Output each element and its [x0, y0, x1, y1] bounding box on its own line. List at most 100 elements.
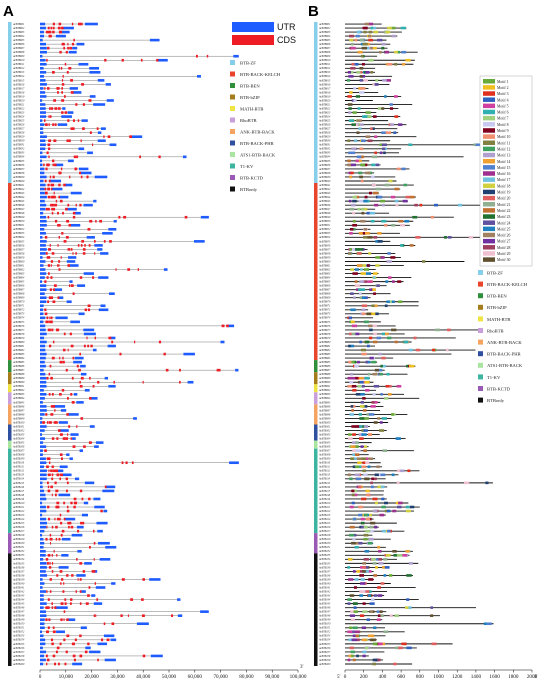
subfamily-legend-label: ANK-BTB-BACK — [487, 340, 522, 345]
utr-box — [40, 227, 45, 231]
cds-box — [44, 179, 47, 183]
cds-box — [100, 509, 103, 513]
motif-legend-label: Motif 4 — [497, 98, 509, 102]
cds-box — [63, 618, 65, 622]
gene-label: AeBTB030 — [12, 140, 25, 143]
gene-label: AeBTB132 — [12, 550, 25, 553]
utr-box — [95, 586, 106, 589]
utr-box — [40, 384, 47, 388]
gene-label: AeBTB157 — [12, 651, 25, 654]
cds-box — [77, 244, 80, 247]
cds-box — [67, 397, 69, 400]
cds-box — [51, 602, 53, 605]
cds-box — [73, 38, 75, 42]
motif-box — [381, 505, 386, 509]
motif-box — [377, 232, 382, 235]
gene-label: AeBTB061 — [318, 264, 331, 267]
motif-box — [398, 300, 403, 304]
cds-box — [80, 376, 84, 380]
gene-label: AeBTB151 — [12, 627, 25, 630]
utr-box — [76, 42, 85, 46]
motif-box — [360, 139, 366, 143]
gene-label: AeBTB029 — [12, 136, 25, 139]
motif-box — [351, 227, 356, 231]
cds-box — [51, 183, 55, 187]
utr-box — [40, 457, 46, 461]
cds-box — [71, 42, 75, 46]
cds-box — [52, 159, 54, 163]
utr-box — [68, 256, 77, 259]
cds-box — [56, 646, 60, 650]
gene-label: AeBTB001 — [318, 23, 331, 26]
motif-box — [359, 296, 363, 300]
gene-label: AeBTB027 — [12, 128, 25, 131]
motif-box — [352, 453, 356, 456]
cds-box — [54, 481, 57, 485]
motif-legend-label: Motif 18 — [497, 184, 510, 188]
cds-box — [65, 477, 67, 481]
motif-box — [347, 95, 352, 98]
motif-box — [365, 388, 370, 392]
motif-box — [381, 417, 387, 420]
cds-box — [58, 537, 61, 541]
gene-label: AeBTB135 — [318, 562, 331, 565]
motif-box — [430, 215, 435, 219]
gene-label: AeBTB147 — [12, 611, 25, 614]
motif-box — [385, 131, 392, 134]
gene-label: AeBTB079 — [318, 337, 331, 340]
subfamily-legend-swatch — [478, 339, 483, 345]
gene-label: AeBTB041 — [12, 184, 25, 187]
gene-label: AeBTB002 — [12, 27, 25, 30]
utr-box — [40, 594, 44, 597]
cds-box — [48, 517, 51, 521]
motif-box — [347, 473, 351, 477]
motif-box — [372, 191, 379, 195]
gene-label: AeBTB089 — [318, 377, 331, 380]
cds-box — [49, 320, 53, 324]
motif-box — [372, 46, 377, 50]
gene-label: AeBTB096 — [318, 405, 331, 408]
motif-box — [356, 457, 363, 461]
subfamily-legend-swatch — [478, 351, 483, 357]
motif-box — [361, 376, 366, 380]
gene-label: AeBTB073 — [318, 313, 331, 316]
panel-a-group-bar — [8, 183, 12, 361]
motif-box — [355, 541, 359, 545]
utr-box — [60, 473, 72, 477]
cds-box — [79, 578, 82, 581]
gene-label: AeBTB026 — [318, 124, 331, 127]
gene-label: AeBTB010 — [318, 59, 331, 62]
motif-box — [365, 517, 371, 521]
utr-box — [89, 650, 101, 654]
gene-label: AeBTB111 — [318, 466, 331, 469]
motif-box — [348, 171, 352, 175]
motif-box — [347, 566, 351, 569]
utr-box — [40, 364, 46, 368]
utr-box — [72, 91, 82, 94]
gene-label: AeBTB144 — [12, 598, 25, 601]
utr-box — [94, 244, 103, 247]
motif-box — [373, 26, 377, 30]
motif-box — [376, 336, 382, 340]
motif-box — [486, 622, 492, 626]
cds-box — [51, 642, 54, 646]
motif-legend-label: Motif 21 — [497, 203, 510, 207]
motif-box — [371, 127, 375, 130]
cds-box — [68, 223, 71, 227]
cds-box — [74, 167, 77, 171]
motif-box — [349, 646, 354, 650]
motif-box — [386, 509, 391, 513]
axis-a-tick-label: 70,000 — [213, 674, 228, 680]
gene-label: AeBTB112 — [318, 470, 331, 473]
subfamily-legend-swatch — [478, 397, 483, 403]
gene-label: AeBTB086 — [318, 365, 331, 368]
utr-box — [40, 413, 45, 416]
utr-box — [61, 115, 72, 118]
subfamily-legend-label: RhoBTB — [240, 118, 257, 123]
motif-box — [350, 445, 356, 448]
motif-box — [357, 107, 361, 110]
utr-box — [40, 75, 44, 78]
motif-box — [384, 304, 388, 308]
gene-label: AeBTB143 — [318, 594, 331, 597]
